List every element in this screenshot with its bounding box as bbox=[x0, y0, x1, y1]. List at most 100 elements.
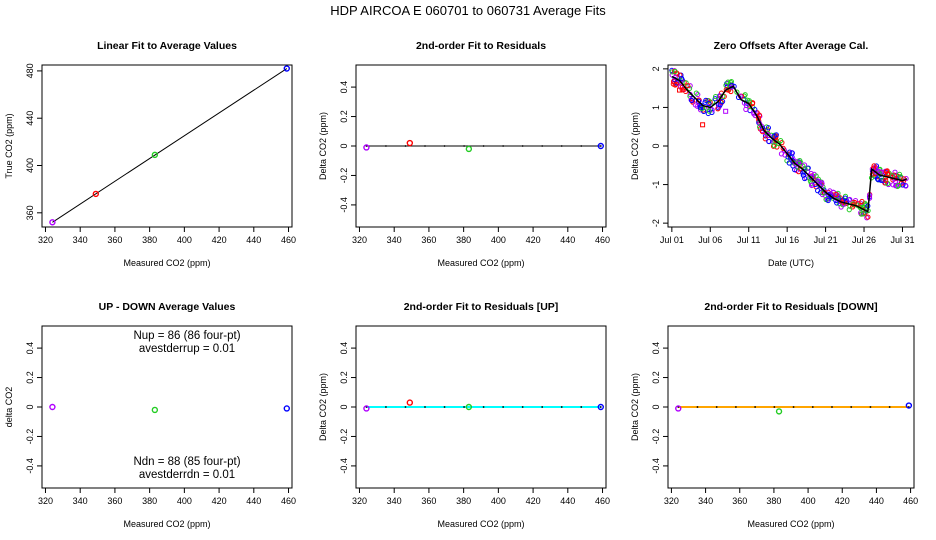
x-tick-label: 460 bbox=[281, 496, 296, 506]
y-tick-label: -0.2 bbox=[339, 168, 349, 184]
x-tick-label: 400 bbox=[801, 496, 816, 506]
x-tick-label: 340 bbox=[73, 496, 88, 506]
offset-point bbox=[858, 205, 864, 211]
data-layer bbox=[675, 402, 913, 415]
y-tick-label: -0.4 bbox=[25, 458, 35, 474]
offset-point bbox=[879, 177, 885, 183]
offset-point bbox=[874, 176, 881, 182]
x-tick-label: 380 bbox=[142, 496, 157, 506]
offset-point bbox=[706, 101, 712, 107]
offset-point bbox=[883, 177, 889, 183]
offset-point bbox=[809, 182, 815, 189]
x-tick-label: 380 bbox=[456, 235, 471, 245]
offset-point bbox=[820, 190, 826, 196]
fit-line-dot bbox=[404, 406, 407, 408]
offset-point bbox=[808, 170, 814, 177]
y-axis-label: True CO2 (ppm) bbox=[4, 113, 14, 178]
x-tick-label: 460 bbox=[281, 235, 296, 245]
figure-title: HDP AIRCOA E 060701 to 060731 Average Fi… bbox=[330, 3, 606, 18]
x-tick-label: 340 bbox=[698, 496, 713, 506]
x-axis-label: Measured CO2 (ppm) bbox=[437, 519, 524, 529]
y-tick-label: 0 bbox=[25, 404, 35, 409]
x-tick-label: 400 bbox=[177, 235, 192, 245]
x-tick-label: Jul 11 bbox=[737, 235, 760, 245]
y-tick-label: 360 bbox=[25, 205, 35, 220]
x-tick-label: 380 bbox=[142, 235, 157, 245]
x-tick-label: 440 bbox=[246, 235, 261, 245]
y-tick-label: 0.2 bbox=[339, 371, 349, 384]
offset-point bbox=[709, 107, 715, 113]
fit-line-dot bbox=[482, 145, 485, 147]
fit-line-dot bbox=[502, 145, 505, 147]
offset-point bbox=[695, 91, 701, 98]
fit-line-dot bbox=[385, 406, 387, 408]
data-point bbox=[283, 405, 290, 412]
x-tick-label: Jul 01 bbox=[660, 235, 684, 245]
x-tick-label: 340 bbox=[73, 235, 88, 245]
offset-point bbox=[815, 188, 821, 194]
plot-frame bbox=[41, 64, 293, 228]
offset-point bbox=[766, 132, 772, 139]
y-tick-label: -0.2 bbox=[651, 429, 661, 445]
fit-line-dot bbox=[580, 145, 583, 147]
fit-line-dot bbox=[869, 406, 872, 408]
x-tick-label: 460 bbox=[903, 496, 918, 506]
fit-line-dot bbox=[424, 406, 426, 408]
offset-point bbox=[819, 181, 825, 187]
offset-point bbox=[903, 183, 909, 189]
y-tick-label: 2 bbox=[651, 66, 661, 71]
y-tick-label: 0.4 bbox=[339, 81, 349, 94]
y-tick-label: 0 bbox=[339, 143, 349, 148]
fit-line-dot bbox=[850, 406, 853, 408]
offset-outlier bbox=[700, 122, 706, 128]
chart-linear: Linear Fit to Average Values 320 340 360 380… bbox=[4, 40, 296, 268]
offset-point bbox=[687, 83, 693, 89]
x-tick-label: 360 bbox=[421, 235, 436, 245]
x-tick-label: 400 bbox=[491, 235, 506, 245]
fit-line-dot bbox=[599, 406, 602, 408]
data-point bbox=[775, 408, 783, 415]
y-tick-label: 440 bbox=[25, 111, 35, 126]
x-tick-label: Jul 21 bbox=[814, 235, 838, 245]
data-point bbox=[406, 139, 414, 147]
offset-point bbox=[766, 138, 772, 145]
x-tick-label: 420 bbox=[835, 496, 850, 506]
x-tick-label: 320 bbox=[352, 235, 367, 245]
x-tick-label: Jul 06 bbox=[698, 235, 722, 245]
fit-line-dot bbox=[560, 145, 563, 147]
fit-line-dot bbox=[443, 145, 446, 147]
y-tick-label: 1 bbox=[651, 105, 661, 110]
data-point bbox=[597, 403, 604, 411]
fit-line-dot bbox=[463, 145, 465, 147]
offset-point bbox=[821, 187, 827, 193]
x-axis-label: Measured CO2 (ppm) bbox=[437, 258, 524, 268]
y-axis-label: Delta CO2 (ppm) bbox=[318, 112, 328, 180]
y-tick-label: -0.2 bbox=[339, 429, 349, 445]
y-tick-label: 480 bbox=[25, 63, 35, 78]
offset-outlier bbox=[677, 87, 683, 93]
x-axis-label: Measured CO2 (ppm) bbox=[747, 519, 834, 529]
data-point bbox=[465, 145, 473, 153]
x-tick-label: 340 bbox=[387, 496, 402, 506]
y-tick-label: -2 bbox=[651, 219, 661, 227]
x-tick-label: 380 bbox=[456, 496, 471, 506]
offset-point bbox=[787, 149, 793, 155]
offset-point bbox=[727, 79, 734, 86]
chart-title: 2nd-order Fit to Residuals [DOWN] bbox=[704, 301, 877, 313]
offset-point bbox=[762, 136, 768, 142]
data-layer bbox=[669, 67, 909, 221]
offset-point bbox=[756, 112, 762, 118]
offset-point bbox=[802, 175, 808, 182]
x-tick-label: 440 bbox=[560, 496, 575, 506]
x-tick-label: 420 bbox=[526, 496, 541, 506]
fit-line-dot bbox=[599, 145, 602, 147]
x-tick-label: 320 bbox=[664, 496, 679, 506]
data-point bbox=[92, 190, 100, 198]
offset-point bbox=[859, 198, 865, 205]
fit-line-dot bbox=[580, 406, 583, 408]
offset-point bbox=[871, 163, 877, 169]
x-tick-label: 320 bbox=[352, 496, 367, 506]
x-tick-label: 400 bbox=[491, 496, 506, 506]
